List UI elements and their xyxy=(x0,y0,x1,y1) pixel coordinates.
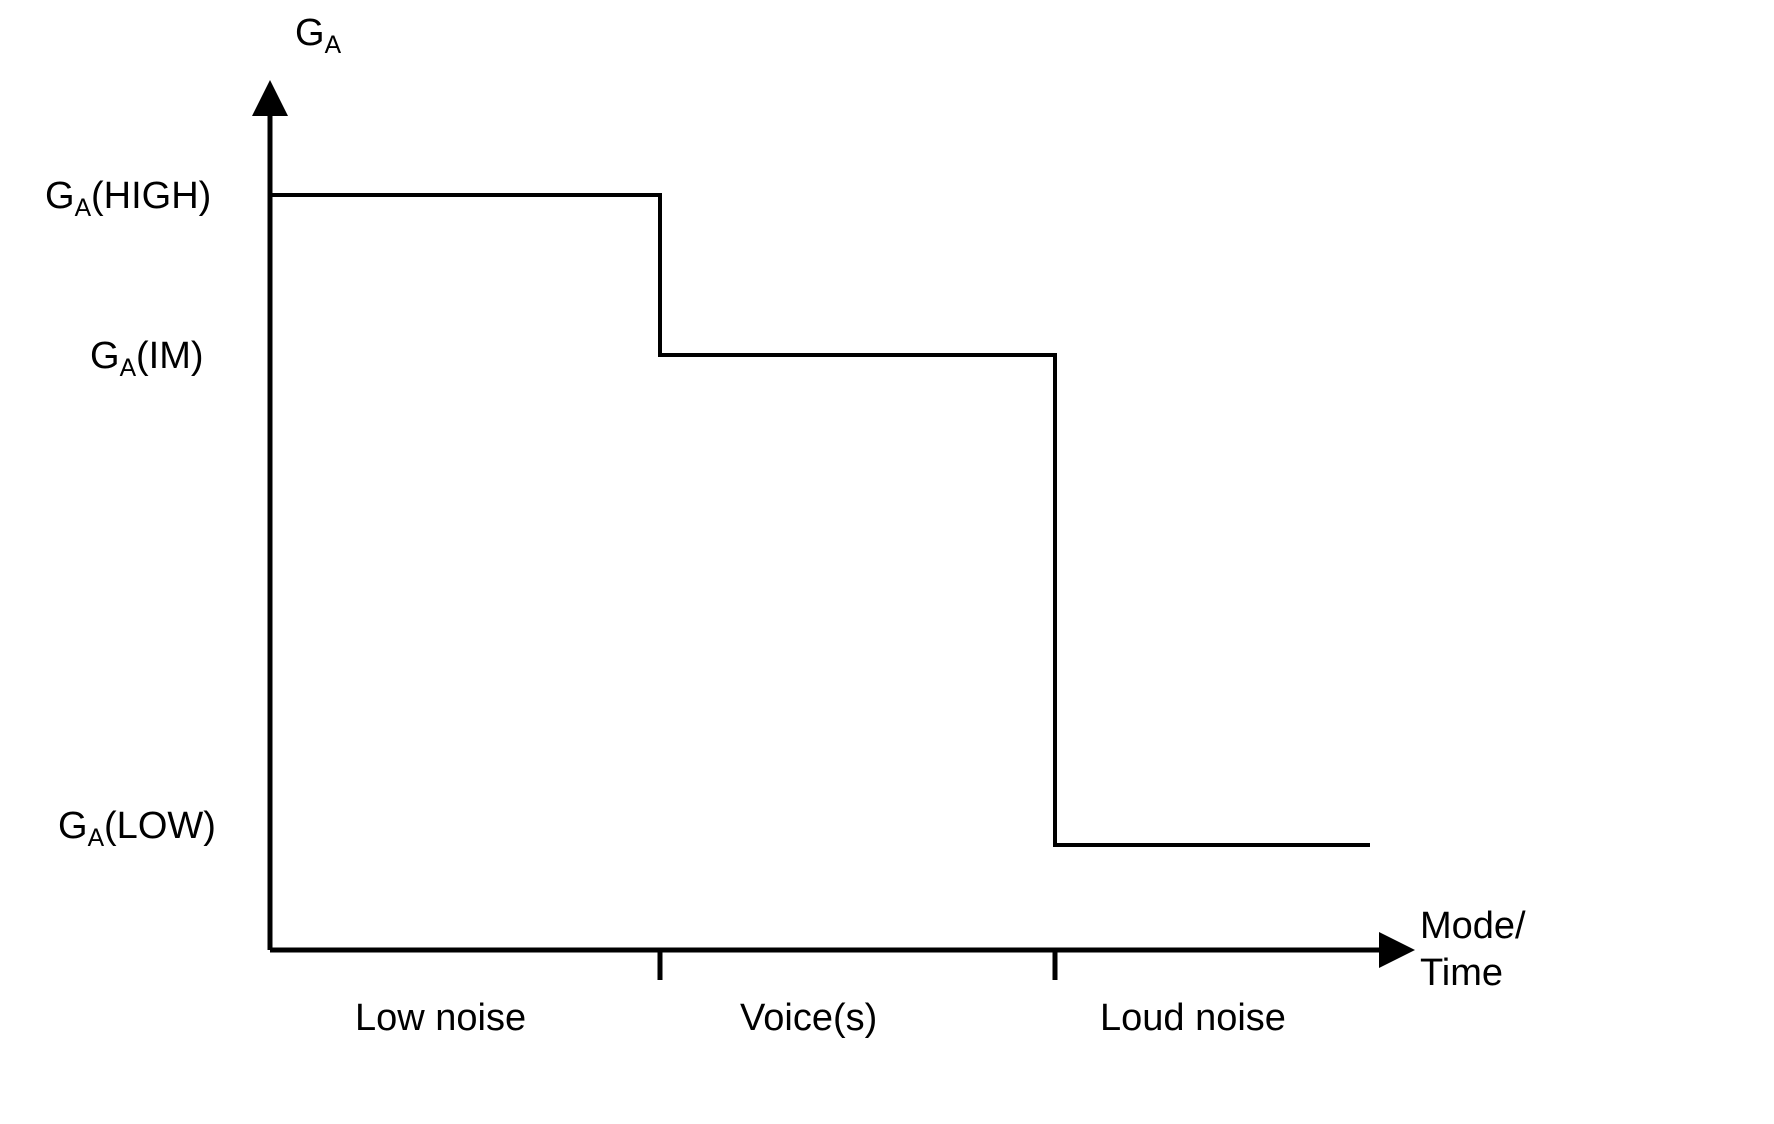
x-tick-label-0: Low noise xyxy=(355,997,526,1039)
y-tick-label-0: GA(HIGH) xyxy=(45,175,211,222)
x-axis-title-line1: Mode/ xyxy=(1420,905,1526,947)
gain-step-chart: GAMode/TimeGA(HIGH)GA(IM)GA(LOW)Low nois… xyxy=(0,0,1774,1124)
y-tick-label-2: GA(LOW) xyxy=(58,805,216,852)
x-tick-label-2: Loud noise xyxy=(1100,997,1286,1039)
x-axis-title-line2: Time xyxy=(1420,952,1503,994)
chart-svg: GAMode/TimeGA(HIGH)GA(IM)GA(LOW)Low nois… xyxy=(0,0,1774,1124)
x-tick-label-1: Voice(s) xyxy=(740,997,877,1039)
y-tick-label-1: GA(IM) xyxy=(90,335,204,382)
